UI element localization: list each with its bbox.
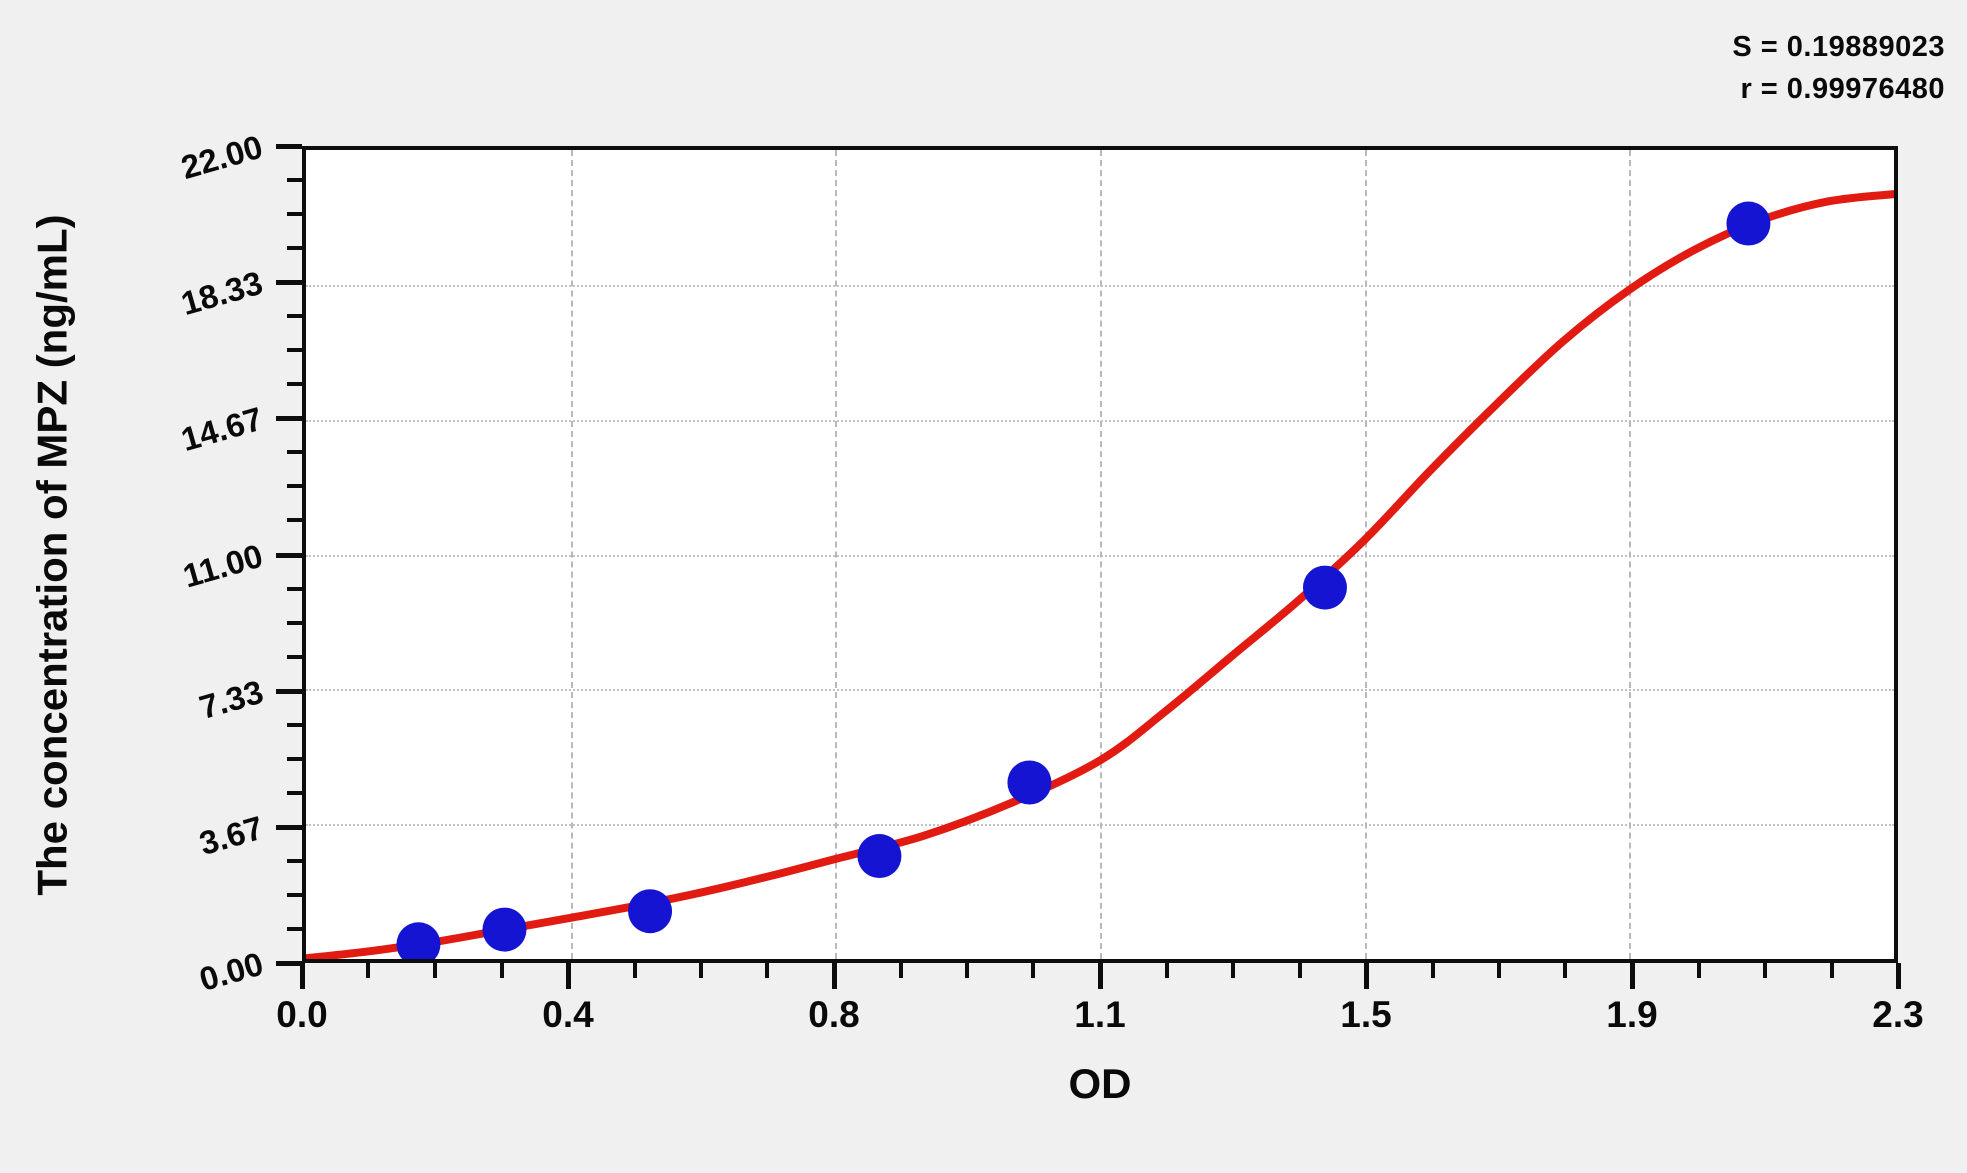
y-tick-major bbox=[276, 961, 302, 966]
data-point-marker bbox=[628, 889, 673, 934]
x-axis-tick-labels: 0.0 0.4 0.8 1.1 1.5 1.9 2.3 bbox=[276, 994, 1923, 1050]
x-tick-minor bbox=[366, 963, 371, 978]
x-tick-label: 1.1 bbox=[1074, 994, 1126, 1035]
x-tick-minor bbox=[1829, 963, 1834, 978]
y-tick-minor bbox=[287, 382, 302, 387]
data-point-marker bbox=[1007, 760, 1052, 805]
y-tick-minor bbox=[287, 314, 302, 319]
stat-r-value: r = 0.99976480 bbox=[1740, 73, 1945, 106]
y-tick-label: 14.67 bbox=[177, 399, 267, 459]
stat-s-value: S = 0.19889023 bbox=[1732, 31, 1945, 63]
x-tick-minor bbox=[1031, 963, 1036, 978]
y-tick-label: 3.67 bbox=[195, 808, 267, 862]
y-tick-label: 7.33 bbox=[195, 672, 267, 726]
x-tick-minor bbox=[1696, 963, 1701, 978]
x-tick-minor bbox=[432, 963, 437, 978]
y-tick-minor bbox=[287, 518, 302, 523]
plot-area bbox=[302, 146, 1898, 963]
x-tick-label: 1.9 bbox=[1606, 994, 1658, 1035]
y-tick-minor bbox=[287, 586, 302, 591]
x-axis-title: OD bbox=[1068, 1060, 1132, 1107]
x-tick-minor bbox=[965, 963, 969, 978]
y-tick-minor bbox=[287, 926, 302, 931]
x-tick-minor bbox=[898, 963, 903, 978]
y-tick-label: 0.00 bbox=[195, 944, 267, 999]
x-tick-minor bbox=[1430, 963, 1435, 978]
x-tick-major bbox=[1098, 963, 1103, 989]
data-point-marker bbox=[857, 834, 902, 879]
data-point-marker bbox=[396, 922, 441, 959]
x-tick-major bbox=[1363, 963, 1369, 989]
x-tick-minor bbox=[1762, 963, 1767, 978]
plot-inner bbox=[306, 150, 1894, 959]
gridline-vertical bbox=[1364, 150, 1367, 959]
y-tick-minor bbox=[287, 620, 302, 625]
data-point-marker bbox=[1726, 201, 1771, 246]
data-point-marker bbox=[1302, 565, 1347, 610]
x-tick-minor bbox=[499, 963, 504, 978]
x-tick-major bbox=[831, 963, 837, 989]
x-tick-major bbox=[565, 963, 571, 989]
y-tick-minor bbox=[287, 722, 302, 727]
x-tick-minor bbox=[1297, 963, 1302, 978]
x-tick-label: 1.5 bbox=[1340, 994, 1392, 1035]
chart-canvas bbox=[306, 190, 1894, 959]
x-tick-minor bbox=[1563, 963, 1568, 978]
y-tick-minor bbox=[287, 654, 302, 659]
y-tick-major bbox=[276, 688, 302, 694]
x-tick-minor bbox=[1164, 963, 1169, 978]
y-tick-minor bbox=[287, 756, 302, 761]
x-tick-label: 2.3 bbox=[1872, 994, 1924, 1035]
y-tick-major bbox=[276, 144, 302, 149]
x-tick-minor bbox=[1230, 963, 1235, 978]
y-tick-major bbox=[276, 824, 302, 830]
y-tick-minor bbox=[287, 484, 302, 489]
y-tick-label: 22.00 bbox=[177, 127, 267, 187]
x-tick-major bbox=[300, 963, 305, 989]
x-tick-major bbox=[1630, 963, 1635, 989]
x-tick-minor bbox=[699, 963, 703, 978]
y-tick-major bbox=[276, 280, 302, 286]
gridline-vertical bbox=[1629, 150, 1632, 959]
y-tick-major bbox=[276, 552, 302, 558]
y-tick-minor bbox=[287, 212, 302, 217]
y-tick-label: 18.33 bbox=[177, 264, 267, 323]
fit-curve bbox=[306, 190, 1894, 959]
y-tick-minor bbox=[287, 450, 302, 455]
x-axis-ticks bbox=[300, 963, 1901, 993]
gridline-vertical bbox=[1100, 150, 1102, 959]
y-tick-label: 11.00 bbox=[179, 536, 267, 595]
y-tick-minor bbox=[287, 790, 302, 795]
y-tick-minor bbox=[287, 858, 302, 863]
statistics-readout: S = 0.19889023 r = 0.99976480 bbox=[1732, 26, 1945, 110]
y-tick-minor bbox=[287, 892, 302, 897]
x-tick-minor bbox=[1497, 963, 1501, 978]
x-tick-label: 0.0 bbox=[276, 994, 328, 1035]
x-tick-label: 0.4 bbox=[542, 994, 594, 1035]
data-point-marker bbox=[482, 907, 527, 952]
x-tick-major bbox=[1896, 963, 1901, 989]
y-tick-major bbox=[276, 416, 302, 422]
x-tick-minor bbox=[765, 963, 770, 978]
y-tick-minor bbox=[287, 348, 302, 353]
x-tick-label: 0.8 bbox=[808, 994, 860, 1035]
y-axis-tick-labels: 0.00 3.67 7.33 11.00 14.67 18.33 22.00 bbox=[0, 128, 267, 998]
gridline-vertical bbox=[570, 150, 573, 959]
y-tick-minor bbox=[287, 246, 302, 251]
gridline-vertical bbox=[835, 150, 838, 959]
x-tick-minor bbox=[632, 963, 637, 978]
y-tick-minor bbox=[287, 178, 302, 183]
